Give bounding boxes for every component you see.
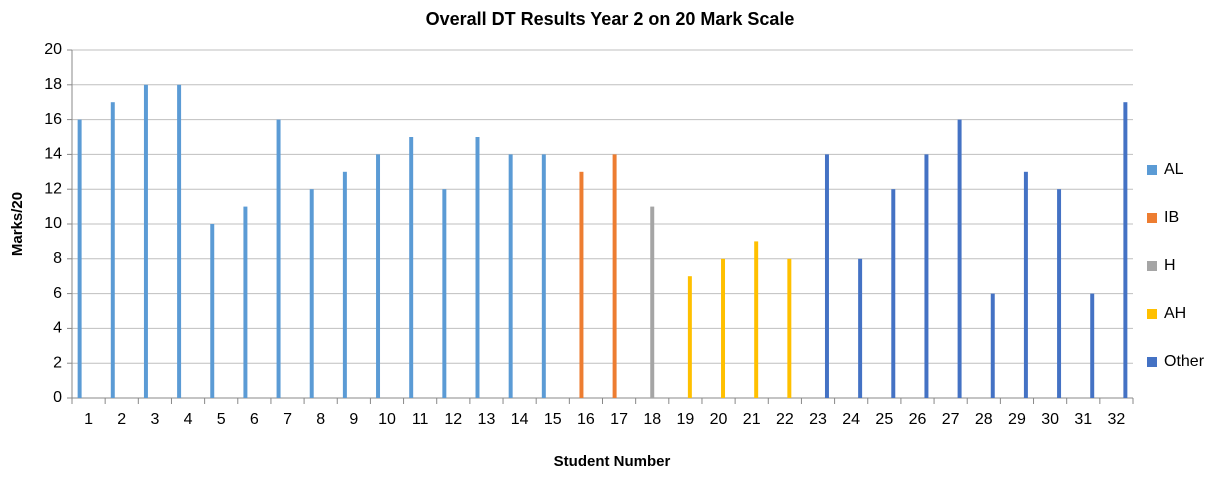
bar [409, 137, 414, 398]
x-tick-label: 25 [875, 411, 893, 428]
y-tick-label: 14 [44, 146, 62, 163]
chart-title: Overall DT Results Year 2 on 20 Mark Sca… [426, 9, 795, 29]
x-tick-label: 19 [676, 411, 694, 428]
legend-label: H [1164, 257, 1176, 274]
bar [612, 154, 617, 398]
x-tick-label: 6 [250, 411, 259, 428]
bar [721, 258, 726, 398]
bar [824, 154, 829, 398]
bar [243, 206, 248, 398]
x-tick-label: 23 [809, 411, 827, 428]
bar [475, 137, 480, 398]
bar [442, 189, 447, 398]
x-tick-label: 14 [511, 411, 529, 428]
bar [1123, 102, 1128, 398]
x-tick-label: 13 [478, 411, 496, 428]
legend-swatch [1147, 261, 1157, 271]
x-tick-label: 12 [444, 411, 462, 428]
y-tick-label: 10 [44, 215, 62, 232]
x-tick-label: 29 [1008, 411, 1026, 428]
legend-label: Other [1164, 353, 1205, 370]
bar [309, 189, 314, 398]
x-tick-label: 17 [610, 411, 628, 428]
bar [508, 154, 513, 398]
bar [143, 84, 148, 399]
x-tick-label: 7 [283, 411, 292, 428]
x-tick-label: 9 [349, 411, 358, 428]
bar [376, 154, 381, 398]
y-tick-label: 20 [44, 41, 62, 58]
bar [957, 119, 962, 398]
bar [579, 171, 584, 398]
bar [650, 206, 655, 398]
y-tick-label: 2 [53, 354, 62, 371]
x-tick-label: 15 [544, 411, 562, 428]
x-tick-label: 18 [643, 411, 661, 428]
x-tick-label: 31 [1074, 411, 1092, 428]
x-tick-label: 20 [710, 411, 728, 428]
bar [687, 276, 692, 398]
y-axis-label: Marks/20 [9, 192, 26, 256]
bar [342, 171, 347, 398]
x-tick-label: 24 [842, 411, 860, 428]
legend-swatch [1147, 309, 1157, 319]
x-tick-label: 2 [117, 411, 126, 428]
x-tick-label: 16 [577, 411, 595, 428]
y-tick-label: 16 [44, 111, 62, 128]
legend-label: AL [1164, 161, 1184, 178]
x-tick-label: 5 [217, 411, 226, 428]
bar [858, 258, 863, 398]
x-tick-label: 8 [316, 411, 325, 428]
x-tick-label: 3 [150, 411, 159, 428]
y-tick-label: 12 [44, 180, 62, 197]
bar [541, 154, 546, 398]
y-tick-label: 18 [44, 76, 62, 93]
bar [754, 241, 759, 398]
bar [1057, 189, 1062, 398]
y-tick-label: 4 [53, 320, 62, 337]
y-tick-label: 8 [53, 250, 62, 267]
x-tick-label: 21 [743, 411, 761, 428]
x-tick-label: 22 [776, 411, 794, 428]
bar [1090, 293, 1095, 398]
y-tick-label: 0 [53, 389, 62, 406]
legend-swatch [1147, 357, 1157, 367]
bar [1023, 171, 1028, 398]
bar [990, 293, 995, 398]
x-tick-label: 30 [1041, 411, 1059, 428]
x-tick-label: 10 [378, 411, 396, 428]
bar [177, 84, 182, 399]
bar [210, 224, 215, 398]
x-tick-label: 28 [975, 411, 993, 428]
x-tick-label: 32 [1108, 411, 1126, 428]
x-tick-label: 27 [942, 411, 960, 428]
legend-swatch [1147, 165, 1157, 175]
legend-label: IB [1164, 209, 1179, 226]
x-tick-label: 1 [84, 411, 93, 428]
legend-swatch [1147, 213, 1157, 223]
bar [110, 102, 115, 398]
x-tick-label: 11 [412, 411, 429, 428]
bar [77, 119, 82, 398]
x-tick-label: 26 [909, 411, 927, 428]
bar [276, 119, 281, 398]
x-axis-label: Student Number [554, 453, 671, 470]
y-tick-label: 6 [53, 285, 62, 302]
bar [787, 258, 792, 398]
x-tick-label: 4 [184, 411, 193, 428]
bar [924, 154, 929, 398]
legend-label: AH [1164, 305, 1186, 322]
bar [891, 189, 896, 398]
